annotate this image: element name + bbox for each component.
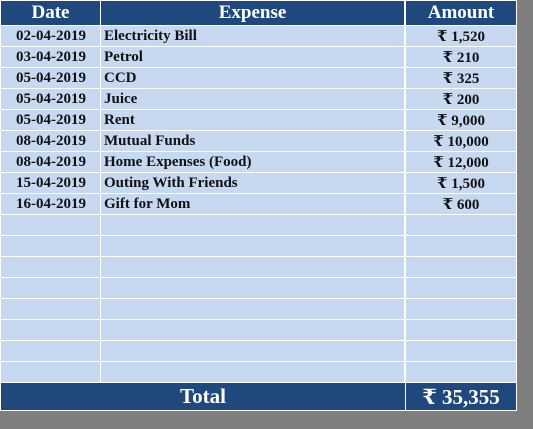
table-cell: ₹ 1,500 bbox=[406, 173, 516, 193]
empty-cell bbox=[406, 257, 516, 277]
empty-cell bbox=[1, 236, 100, 256]
total-label: Total bbox=[1, 383, 405, 410]
table-cell: 05-04-2019 bbox=[1, 89, 100, 109]
table-cell: ₹ 200 bbox=[406, 89, 516, 109]
total-value: ₹ 35,355 bbox=[406, 383, 516, 410]
table-cell: CCD bbox=[101, 68, 404, 88]
empty-cell bbox=[1, 320, 100, 340]
empty-cell bbox=[1, 257, 100, 277]
table-cell: Petrol bbox=[101, 47, 404, 67]
table-cell: ₹ 600 bbox=[406, 194, 516, 214]
table-cell: 15-04-2019 bbox=[1, 173, 100, 193]
empty-cell bbox=[101, 362, 404, 382]
table-cell: ₹ 12,000 bbox=[406, 152, 516, 172]
empty-cell bbox=[101, 257, 404, 277]
empty-cell bbox=[406, 278, 516, 298]
table-cell: 16-04-2019 bbox=[1, 194, 100, 214]
table-cell: Rent bbox=[101, 110, 404, 130]
empty-cell bbox=[406, 320, 516, 340]
table-cell: ₹ 325 bbox=[406, 68, 516, 88]
empty-cell bbox=[1, 278, 100, 298]
empty-cell bbox=[101, 299, 404, 319]
empty-cell bbox=[1, 215, 100, 235]
empty-cell bbox=[101, 215, 404, 235]
empty-cell bbox=[406, 341, 516, 361]
table-cell: ₹ 9,000 bbox=[406, 110, 516, 130]
empty-cell bbox=[406, 236, 516, 256]
table-cell: 08-04-2019 bbox=[1, 152, 100, 172]
table-cell: 05-04-2019 bbox=[1, 68, 100, 88]
table-cell: Home Expenses (Food) bbox=[101, 152, 404, 172]
empty-cell bbox=[101, 341, 404, 361]
table-cell: Outing With Friends bbox=[101, 173, 404, 193]
table-cell: 03-04-2019 bbox=[1, 47, 100, 67]
table-cell: ₹ 1,520 bbox=[406, 26, 516, 46]
column-header: Expense bbox=[101, 1, 404, 25]
empty-cell bbox=[406, 362, 516, 382]
empty-cell bbox=[406, 215, 516, 235]
table-cell: ₹ 210 bbox=[406, 47, 516, 67]
empty-cell bbox=[101, 278, 404, 298]
expense-table: Date Expense Amount 02-04-2019 Electricity B… bbox=[0, 0, 517, 411]
table-cell: 02-04-2019 bbox=[1, 26, 100, 46]
table-cell: 05-04-2019 bbox=[1, 110, 100, 130]
table-cell: Mutual Funds bbox=[101, 131, 404, 151]
column-header: Amount bbox=[406, 1, 516, 25]
empty-cell bbox=[1, 299, 100, 319]
empty-cell bbox=[101, 236, 404, 256]
table-cell: Juice bbox=[101, 89, 404, 109]
table-cell: Gift for Mom bbox=[101, 194, 404, 214]
empty-cell bbox=[406, 299, 516, 319]
table-cell: Electricity Bill bbox=[101, 26, 404, 46]
empty-cell bbox=[1, 341, 100, 361]
empty-cell bbox=[1, 362, 100, 382]
column-header: Date bbox=[1, 1, 100, 25]
table-cell: 08-04-2019 bbox=[1, 131, 100, 151]
empty-cell bbox=[101, 320, 404, 340]
table-cell: ₹ 10,000 bbox=[406, 131, 516, 151]
